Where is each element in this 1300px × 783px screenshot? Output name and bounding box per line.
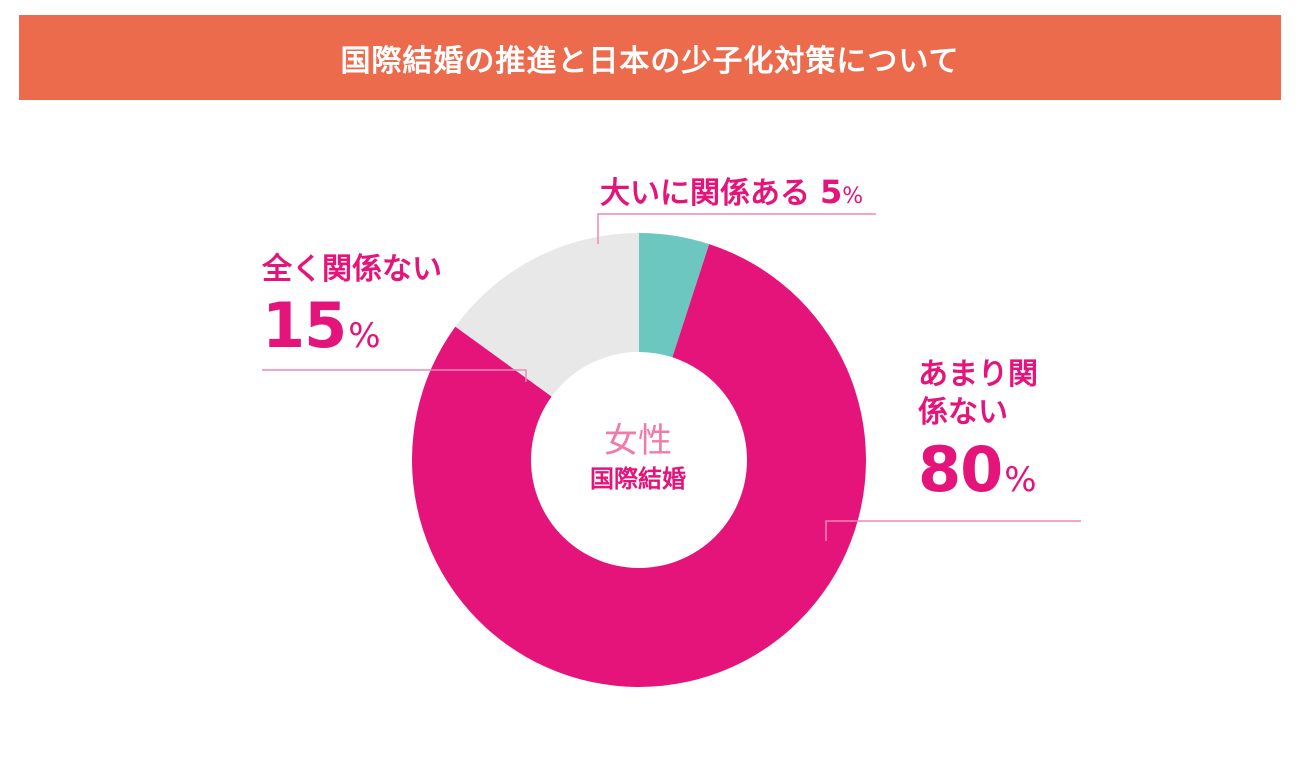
slice-value-not-much: 80 bbox=[918, 433, 1003, 506]
slice-label-not-at-all: 全く関係ない bbox=[262, 252, 442, 287]
slice-unit-great: % bbox=[842, 184, 864, 209]
leader-lines bbox=[262, 213, 1081, 541]
center-label-gender: 女性 bbox=[604, 421, 672, 461]
slice-not-at-all bbox=[455, 233, 639, 397]
leader-line-not-much bbox=[825, 520, 1081, 541]
label-not-at-all: 全く関係ない 15% bbox=[262, 255, 442, 357]
leader-line-great bbox=[597, 213, 876, 244]
header-banner: 国際結婚の推進と日本の少子化対策について bbox=[19, 15, 1281, 100]
label-not-much: あまり関係ない 80% bbox=[918, 356, 1048, 501]
slice-unit-not-much: % bbox=[1004, 460, 1037, 500]
slice-unit-not-at-all: % bbox=[348, 316, 381, 356]
header-title: 国際結婚の推進と日本の少子化対策について bbox=[340, 43, 960, 79]
slice-not-much bbox=[412, 244, 866, 687]
slice-value-great: 5 bbox=[820, 173, 843, 211]
slice-label-great: 大いに関係ある bbox=[600, 176, 810, 211]
slice-great bbox=[639, 233, 710, 358]
leader-line-not-at-all bbox=[262, 369, 527, 382]
center-label-topic: 国際結婚 bbox=[590, 465, 686, 493]
label-great: 大いに関係ある 5% bbox=[600, 176, 863, 209]
slices-group bbox=[412, 233, 866, 687]
slice-label-not-much: あまり関係ない bbox=[918, 357, 1038, 430]
slice-value-not-at-all: 15 bbox=[262, 289, 347, 362]
